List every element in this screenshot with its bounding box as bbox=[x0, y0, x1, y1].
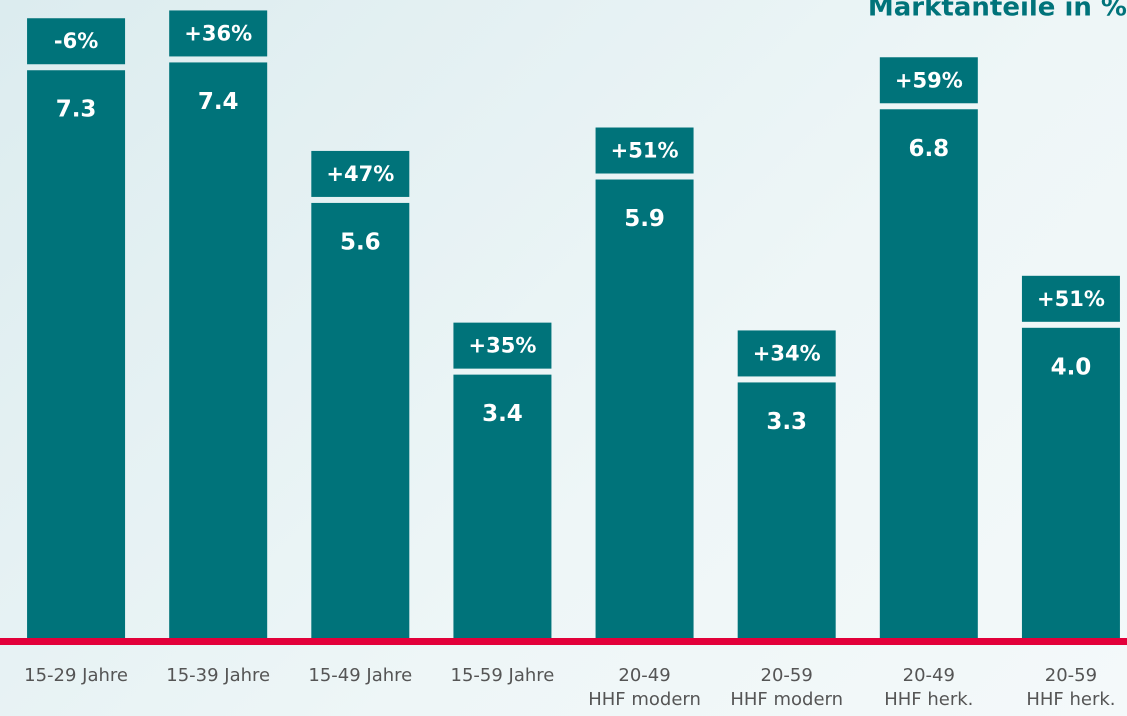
value-label: 7.3 bbox=[56, 97, 97, 123]
x-tick-label: 20-49 HHF modern bbox=[588, 665, 701, 710]
change-box bbox=[737, 330, 836, 377]
x-tick-label: 15-59 Jahre bbox=[451, 665, 555, 686]
change-label: +51% bbox=[611, 139, 679, 163]
bar bbox=[311, 202, 410, 641]
value-label: 5.6 bbox=[340, 229, 381, 255]
value-label: 6.8 bbox=[908, 136, 949, 162]
value-label: 4.0 bbox=[1051, 354, 1092, 380]
change-box bbox=[27, 18, 126, 65]
x-tick-label: 20-59 HHF modern bbox=[730, 665, 843, 710]
x-tick-label: 20-59 HHF herk. bbox=[1026, 665, 1115, 710]
change-label: +34% bbox=[753, 341, 821, 365]
bar bbox=[27, 70, 126, 641]
change-label: -6% bbox=[54, 29, 98, 53]
baseline bbox=[0, 638, 1127, 645]
change-label: +47% bbox=[326, 162, 394, 186]
change-box bbox=[879, 57, 978, 104]
bar bbox=[169, 62, 268, 640]
change-label: +51% bbox=[1037, 287, 1105, 311]
x-tick-label: 15-49 Jahre bbox=[308, 665, 412, 686]
chart-title: Marktanteile in % bbox=[868, 0, 1127, 23]
change-box bbox=[595, 127, 694, 174]
value-label: 7.4 bbox=[198, 89, 239, 115]
value-label: 3.4 bbox=[482, 401, 523, 427]
x-tick-label: 15-39 Jahre bbox=[166, 665, 270, 686]
change-box bbox=[311, 150, 410, 197]
change-label: +36% bbox=[184, 21, 252, 45]
bar bbox=[1021, 327, 1120, 640]
value-label: 3.3 bbox=[766, 409, 807, 435]
change-box bbox=[169, 10, 268, 57]
bar bbox=[453, 374, 552, 640]
change-box bbox=[453, 322, 552, 369]
value-label: 5.9 bbox=[624, 206, 665, 232]
bar bbox=[737, 382, 836, 640]
bar bbox=[595, 179, 694, 640]
x-tick-label: 20-49 HHF herk. bbox=[884, 665, 973, 710]
change-box bbox=[1021, 275, 1120, 322]
change-label: +59% bbox=[895, 68, 963, 92]
x-tick-label: 15-29 Jahre bbox=[24, 665, 128, 686]
change-label: +35% bbox=[469, 334, 537, 358]
bar bbox=[879, 109, 978, 640]
